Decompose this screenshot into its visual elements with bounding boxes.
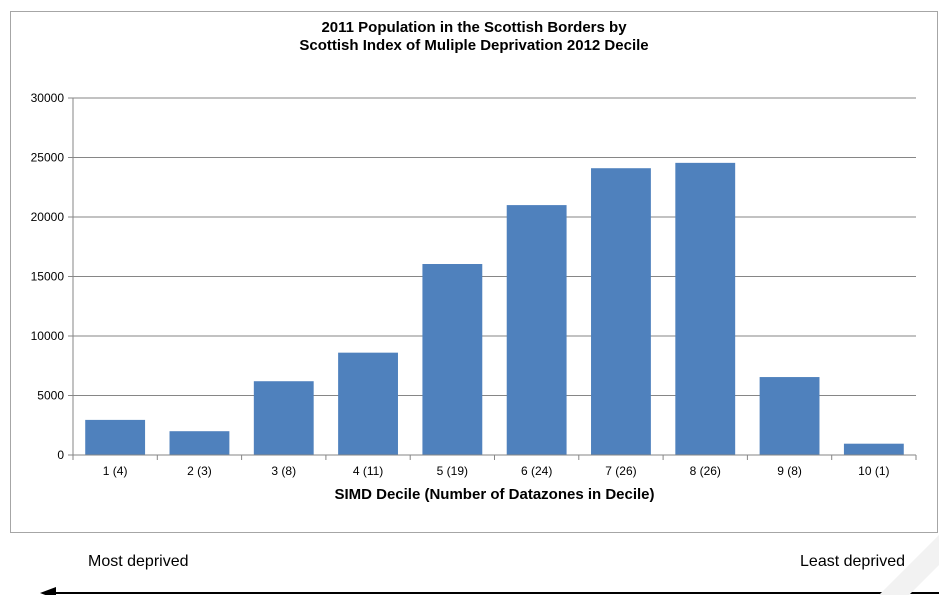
x-tick-label: 8 (26)	[690, 464, 721, 478]
x-tick-label: 6 (24)	[521, 464, 552, 478]
x-tick-label: 4 (11)	[353, 464, 383, 478]
x-tick-label: 1 (4)	[103, 464, 128, 478]
y-tick-label: 5000	[37, 389, 64, 403]
y-tick-label: 10000	[31, 329, 65, 343]
chart-title: 2011 Population in the Scottish Borders …	[11, 19, 937, 55]
chart-title-line-2: Scottish Index of Muliple Deprivation 20…	[299, 37, 649, 54]
bar	[253, 381, 314, 455]
bar	[843, 443, 904, 455]
y-tick-label: 25000	[31, 151, 65, 165]
bar	[338, 352, 398, 455]
bar	[591, 168, 651, 455]
x-axis-title: SIMD Decile (Number of Datazones in Deci…	[334, 486, 654, 503]
x-tick-label: 3 (8)	[271, 464, 296, 478]
bar	[759, 377, 820, 455]
y-tick-label: 15000	[31, 270, 65, 284]
y-tick-label: 0	[57, 448, 64, 462]
bar	[422, 264, 483, 455]
y-tick-label: 30000	[31, 91, 65, 105]
least-deprived-label: Least deprived	[800, 553, 905, 570]
x-tick-label: 10 (1)	[858, 464, 889, 478]
bar	[506, 205, 567, 455]
arrow-head-icon	[40, 587, 56, 595]
y-tick-label: 20000	[31, 210, 65, 224]
chart-title-line-1: 2011 Population in the Scottish Borders …	[321, 19, 627, 36]
chart-frame: 2011 Population in the Scottish Borders …	[10, 11, 938, 533]
bar	[675, 162, 736, 456]
bar-chart-plot: 0 5000 10000 15000 20000 25000 30000 1 (4) 2 (3)…	[31, 91, 917, 503]
bar	[169, 431, 230, 455]
x-tick-label: 5 (19)	[437, 464, 468, 478]
x-tick-label: 9 (8)	[777, 464, 802, 478]
bar	[85, 419, 146, 455]
x-tick-label: 7 (26)	[605, 464, 636, 478]
x-tick-label: 2 (3)	[187, 464, 212, 478]
most-deprived-label: Most deprived	[88, 553, 189, 570]
